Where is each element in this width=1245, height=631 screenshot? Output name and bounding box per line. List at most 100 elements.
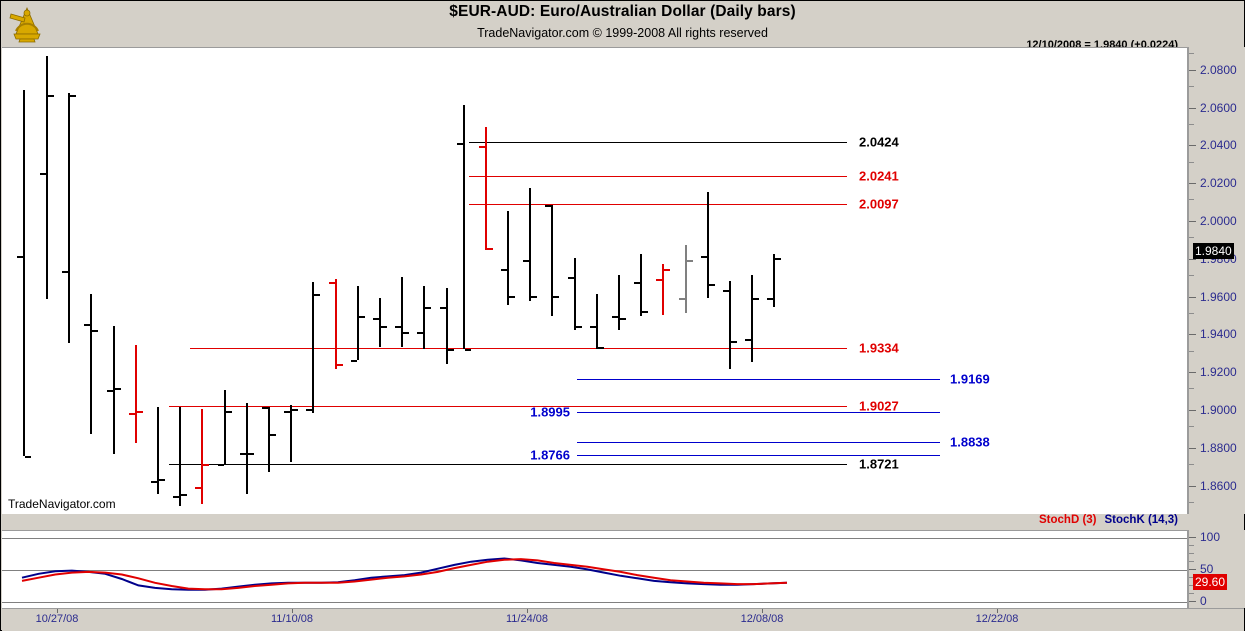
price-axis-tick-minor (1189, 162, 1194, 163)
ohlc-close-tick (775, 257, 781, 260)
price-chart-pane[interactable]: TradeNavigator.com 2.0424 2.0241 2.0097 1.9… (2, 47, 1188, 514)
ohlc-bar[interactable] (729, 280, 731, 370)
level-line[interactable] (577, 442, 940, 443)
ohlc-bar[interactable] (357, 286, 359, 360)
ohlc-bar[interactable] (23, 89, 25, 457)
ohlc-open-tick (745, 339, 751, 342)
level-line[interactable] (577, 379, 940, 380)
price-axis[interactable]: 2.08002.06002.04002.02002.00001.98001.96… (1188, 47, 1245, 514)
ohlc-bar[interactable] (46, 55, 48, 300)
level-line[interactable] (469, 176, 847, 177)
ohlc-bar[interactable] (507, 210, 509, 306)
ohlc-open-tick (612, 316, 618, 319)
indicator-axis-tick (1189, 569, 1196, 570)
price-axis-tick-minor (1189, 124, 1194, 125)
ohlc-bar[interactable] (773, 254, 775, 308)
indicator-axis-tick-minor (1189, 553, 1194, 554)
ohlc-open-tick (440, 307, 446, 310)
price-axis-label: 1.8600 (1200, 478, 1237, 493)
price-axis-tick (1189, 183, 1196, 184)
indicator-axis-label: 50 (1200, 562, 1214, 576)
date-axis-label: 12/08/08 (740, 613, 784, 625)
date-axis-tick (527, 609, 528, 613)
date-axis-label: 11/24/08 (505, 613, 549, 625)
ohlc-bar[interactable] (707, 191, 709, 298)
ohlc-open-tick (417, 331, 423, 334)
ohlc-open-tick (395, 325, 401, 328)
ohlc-bar[interactable] (485, 127, 487, 251)
ohlc-bar[interactable] (224, 390, 226, 464)
ohlc-bar[interactable] (157, 407, 159, 495)
ohlc-close-tick (509, 295, 515, 298)
price-axis-tick-minor (1189, 53, 1194, 54)
ohlc-open-tick (457, 142, 463, 145)
ohlc-open-tick (545, 204, 551, 207)
ohlc-bar[interactable] (379, 297, 381, 347)
ohlc-close-tick (403, 331, 409, 334)
ohlc-bar[interactable] (135, 344, 137, 444)
indicator-axis-label: 100 (1200, 530, 1221, 544)
date-axis-tick (57, 609, 58, 613)
ohlc-bar[interactable] (246, 403, 248, 495)
price-axis-tick (1189, 70, 1196, 71)
ohlc-close-tick (48, 95, 54, 98)
ohlc-bar[interactable] (618, 274, 620, 330)
stochastic-axis[interactable]: 100 50 0 29.60 (1188, 530, 1245, 608)
ohlc-bar[interactable] (551, 204, 553, 317)
ohlc-bar[interactable] (90, 293, 92, 434)
ohlc-bar[interactable] (290, 405, 292, 463)
level-label: 1.8995 (530, 404, 570, 420)
ohlc-bar[interactable] (596, 293, 598, 349)
ohlc-bar[interactable] (662, 263, 664, 315)
ohlc-close-tick (226, 411, 232, 413)
stochastic-pane[interactable] (2, 530, 1188, 608)
level-line[interactable] (190, 348, 847, 349)
ohlc-close-tick (248, 452, 254, 455)
price-axis-label: 1.8800 (1200, 440, 1237, 455)
ohlc-bar[interactable] (463, 104, 465, 349)
ohlc-bar[interactable] (574, 257, 576, 330)
price-axis-tick (1189, 372, 1196, 373)
price-axis-label: 1.9400 (1200, 327, 1237, 342)
ohlc-bar[interactable] (423, 286, 425, 349)
price-axis-tick-minor (1189, 351, 1194, 352)
ohlc-bar[interactable] (751, 274, 753, 362)
ohlc-bar[interactable] (68, 93, 70, 343)
ohlc-bar[interactable] (685, 244, 687, 313)
level-label: 1.8721 (859, 456, 899, 472)
ohlc-open-tick (723, 290, 729, 292)
ohlc-bar[interactable] (529, 187, 531, 302)
ohlc-close-tick (731, 341, 737, 344)
level-label: 2.0424 (859, 134, 899, 150)
ohlc-bar[interactable] (201, 409, 203, 504)
price-axis-label: 1.9600 (1200, 289, 1237, 304)
ohlc-bar[interactable] (268, 407, 270, 472)
date-axis-tick (997, 609, 998, 613)
price-axis-label: 2.0400 (1200, 138, 1237, 153)
ohlc-bar[interactable] (335, 278, 337, 370)
indicator-series (21, 557, 788, 591)
price-axis-tick (1189, 145, 1196, 146)
ohlc-bar[interactable] (401, 276, 403, 347)
indicator-gridline (2, 538, 1187, 539)
ohlc-close-tick (137, 411, 143, 413)
date-axis[interactable]: 10/27/08 11/10/08 11/24/08 12/08/08 12/22/08 (2, 608, 1244, 631)
level-line[interactable] (469, 204, 847, 205)
level-line[interactable] (577, 455, 940, 456)
ohlc-bar[interactable] (113, 325, 115, 455)
level-line[interactable] (577, 412, 940, 413)
ohlc-open-tick (634, 282, 640, 285)
ohlc-close-tick (576, 325, 582, 328)
legend-stochk: StochK (14,3) (1104, 514, 1179, 526)
ohlc-bar[interactable] (312, 282, 314, 413)
ohlc-close-tick (487, 248, 493, 251)
ohlc-bar[interactable] (179, 407, 181, 506)
ohlc-bar[interactable] (446, 288, 448, 364)
level-line[interactable] (169, 464, 847, 465)
ohlc-bar[interactable] (640, 254, 642, 317)
price-axis-tick-minor (1189, 464, 1194, 465)
level-line[interactable] (469, 142, 847, 143)
price-axis-tick (1189, 410, 1196, 411)
level-line[interactable] (169, 406, 847, 407)
level-label: 1.9027 (859, 398, 899, 414)
